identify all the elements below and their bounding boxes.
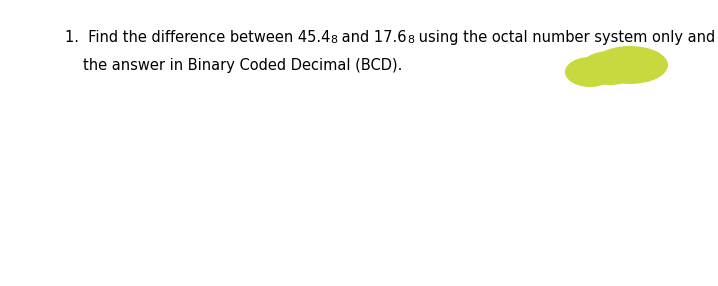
Text: 8: 8 [407, 35, 414, 45]
Text: 8: 8 [330, 35, 337, 45]
Text: and 17.6: and 17.6 [337, 30, 407, 45]
Text: using the octal number system only and encode: using the octal number system only and e… [414, 30, 718, 45]
Text: 1.  Find the difference between 45.4: 1. Find the difference between 45.4 [65, 30, 330, 45]
Ellipse shape [565, 57, 615, 87]
Text: the answer in Binary Coded Decimal (BCD).: the answer in Binary Coded Decimal (BCD)… [83, 58, 402, 73]
Ellipse shape [580, 51, 640, 85]
Ellipse shape [592, 46, 668, 84]
